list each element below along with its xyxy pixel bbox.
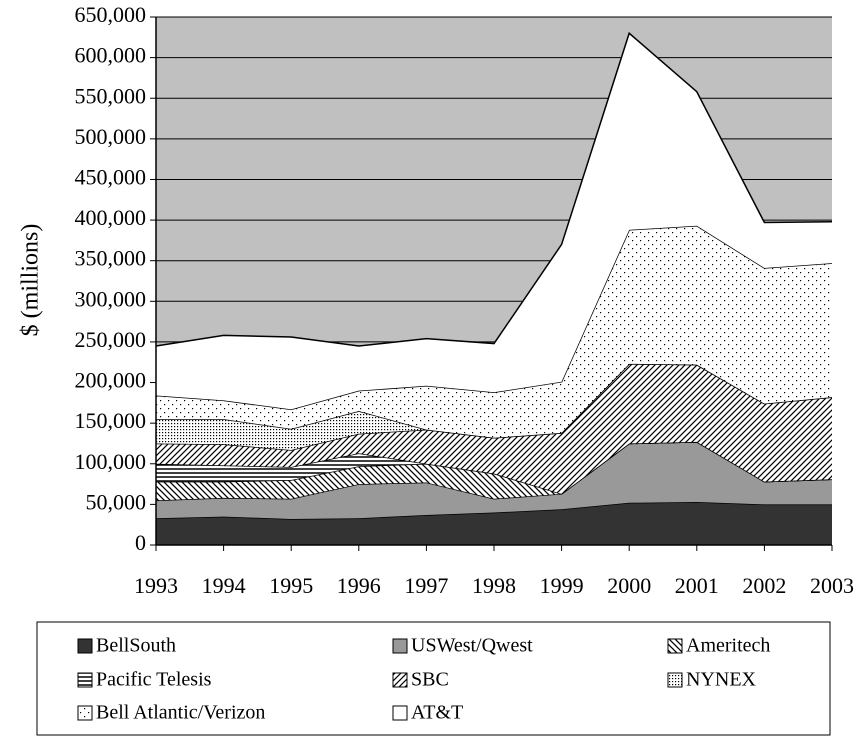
legend-label: USWest/Qwest: [411, 635, 533, 657]
x-tick-label: 1999: [540, 573, 584, 598]
area: [156, 441, 832, 494]
legend-label: Ameritech: [686, 635, 770, 657]
area: [156, 363, 832, 494]
y-tick-label: 400,000: [75, 205, 147, 230]
x-tick-label: 1996: [337, 573, 381, 598]
legend-swatch: [392, 672, 408, 688]
x-tick-label: 2003: [810, 573, 854, 598]
legend-swatch: [667, 638, 683, 654]
y-axis-label: $ (millions): [18, 224, 44, 337]
legend-swatch: [392, 638, 408, 654]
x-tick-label: 1998: [472, 573, 516, 598]
legend-label: Pacific Telesis: [96, 669, 212, 691]
area: [156, 363, 832, 450]
x-tick-label: 2002: [742, 573, 786, 598]
y-tick-label: 450,000: [75, 165, 147, 190]
y-tick-label: 500,000: [75, 124, 147, 149]
y-tick-label: 50,000: [86, 489, 147, 514]
area: [156, 441, 832, 501]
x-tick-label: 1995: [269, 573, 313, 598]
y-tick-label: 300,000: [75, 286, 147, 311]
y-tick-label: 250,000: [75, 327, 147, 352]
legend-swatch: [667, 672, 683, 688]
legend: BellSouth USWest/Qwest Ameritech Pacific Te…: [77, 635, 770, 724]
x-tick-label: 2000: [607, 573, 651, 598]
legend-label: NYNEX: [686, 669, 757, 691]
area: [156, 501, 832, 545]
x-tick-label: 1997: [404, 573, 448, 598]
y-tick-label: 0: [135, 530, 146, 555]
legend-label: SBC: [411, 669, 449, 691]
x-tick-label: 1994: [202, 573, 246, 598]
y-tick-label: 600,000: [75, 43, 147, 68]
area-edge: [155, 31, 833, 347]
legend-swatch: [77, 705, 93, 721]
y-tick-label: 200,000: [75, 368, 147, 393]
legend-label: BellSouth: [96, 635, 176, 657]
legend-label: AT&T: [411, 702, 463, 724]
y-tick-label: 100,000: [75, 449, 147, 474]
x-tick-label: 1993: [134, 573, 178, 598]
area: [156, 225, 832, 438]
y-tick-label: 650,000: [75, 2, 147, 27]
legend-swatch: [392, 705, 408, 721]
legend-box: [36, 621, 831, 736]
y-tick-label: 350,000: [75, 246, 147, 271]
x-tick-label: 2001: [675, 573, 719, 598]
y-tick-label: 150,000: [75, 408, 147, 433]
y-tick-label: 550,000: [75, 83, 147, 108]
legend-swatch: [77, 638, 93, 654]
legend-swatch: [77, 672, 93, 688]
area: [156, 441, 832, 520]
legend-label: Bell Atlantic/Verizon: [96, 702, 265, 724]
area: [156, 33, 832, 410]
